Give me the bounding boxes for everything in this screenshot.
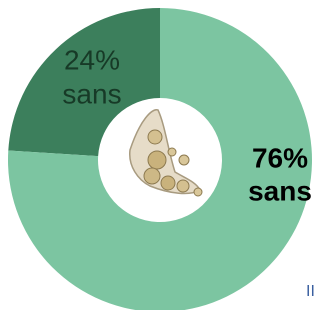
annotation: II (306, 283, 315, 300)
chart: II 24%sans76%sans (0, 0, 318, 310)
center-illustration (130, 110, 202, 196)
category-label: sans (62, 78, 121, 109)
value-label: 24% (64, 44, 120, 75)
value-label: 76% (252, 142, 308, 173)
category-label: sans (248, 175, 312, 206)
